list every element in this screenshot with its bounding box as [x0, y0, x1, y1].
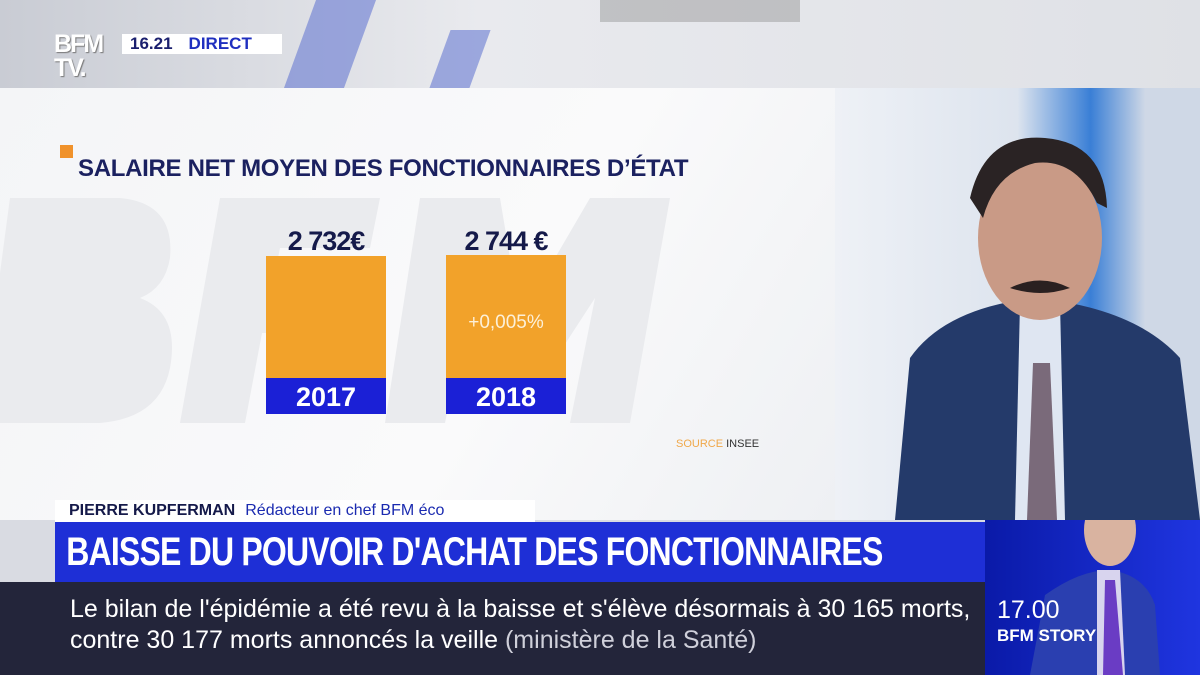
speaker-name: PIERRE KUPFERMAN	[69, 502, 236, 519]
ticker-source: (ministère de la Santé)	[504, 626, 757, 654]
promo-time: 17.00	[997, 596, 1060, 624]
chart-panel	[0, 88, 835, 520]
promo-host-image	[1030, 520, 1160, 675]
live-clock: 16.21 DIRECT	[122, 34, 282, 54]
value-label: 2 744 €	[464, 226, 548, 256]
category-label: 2018	[446, 378, 566, 414]
speaker-name-strip: PIERRE KUPFERMAN Rédacteur en chef BFM é…	[55, 500, 535, 522]
source-value: INSEE	[726, 438, 760, 450]
bar-2018	[446, 255, 566, 378]
ticker-text: Le bilan de l'épidémie a été revu à la b…	[70, 595, 971, 654]
studio-presenter	[835, 88, 1200, 520]
category-label: 2017	[266, 378, 386, 414]
title-marker	[60, 145, 73, 158]
clock-time: 16.21	[130, 34, 173, 53]
change-annotation: +0,005%	[468, 312, 544, 333]
value-label: 2 732€	[287, 226, 366, 256]
news-ticker: Le bilan de l'épidémie a été revu à la b…	[0, 582, 985, 675]
bar-2017	[266, 255, 386, 378]
headline-text: BAISSE DU POUVOIR D'ACHAT DES FONCTIONNA…	[66, 530, 883, 574]
speaker-role: Rédacteur en chef BFM éco	[245, 502, 445, 519]
source-label: SOURCE	[676, 438, 724, 450]
source-note: SOURCE INSEE	[676, 438, 759, 450]
bfmtv-logo: BFM TV.	[54, 30, 104, 82]
headline-banner	[55, 522, 985, 582]
presenter-figure	[895, 137, 1200, 520]
live-label: DIRECT	[188, 34, 252, 53]
bfm-watermark-logo	[0, 198, 670, 423]
promo-show: BFM STORY	[997, 626, 1097, 645]
chart-title: SALAIRE NET MOYEN DES FONCTIONNAIRES D’É…	[78, 155, 689, 182]
upcoming-show-promo: 17.00 BFM STORY	[985, 520, 1200, 675]
